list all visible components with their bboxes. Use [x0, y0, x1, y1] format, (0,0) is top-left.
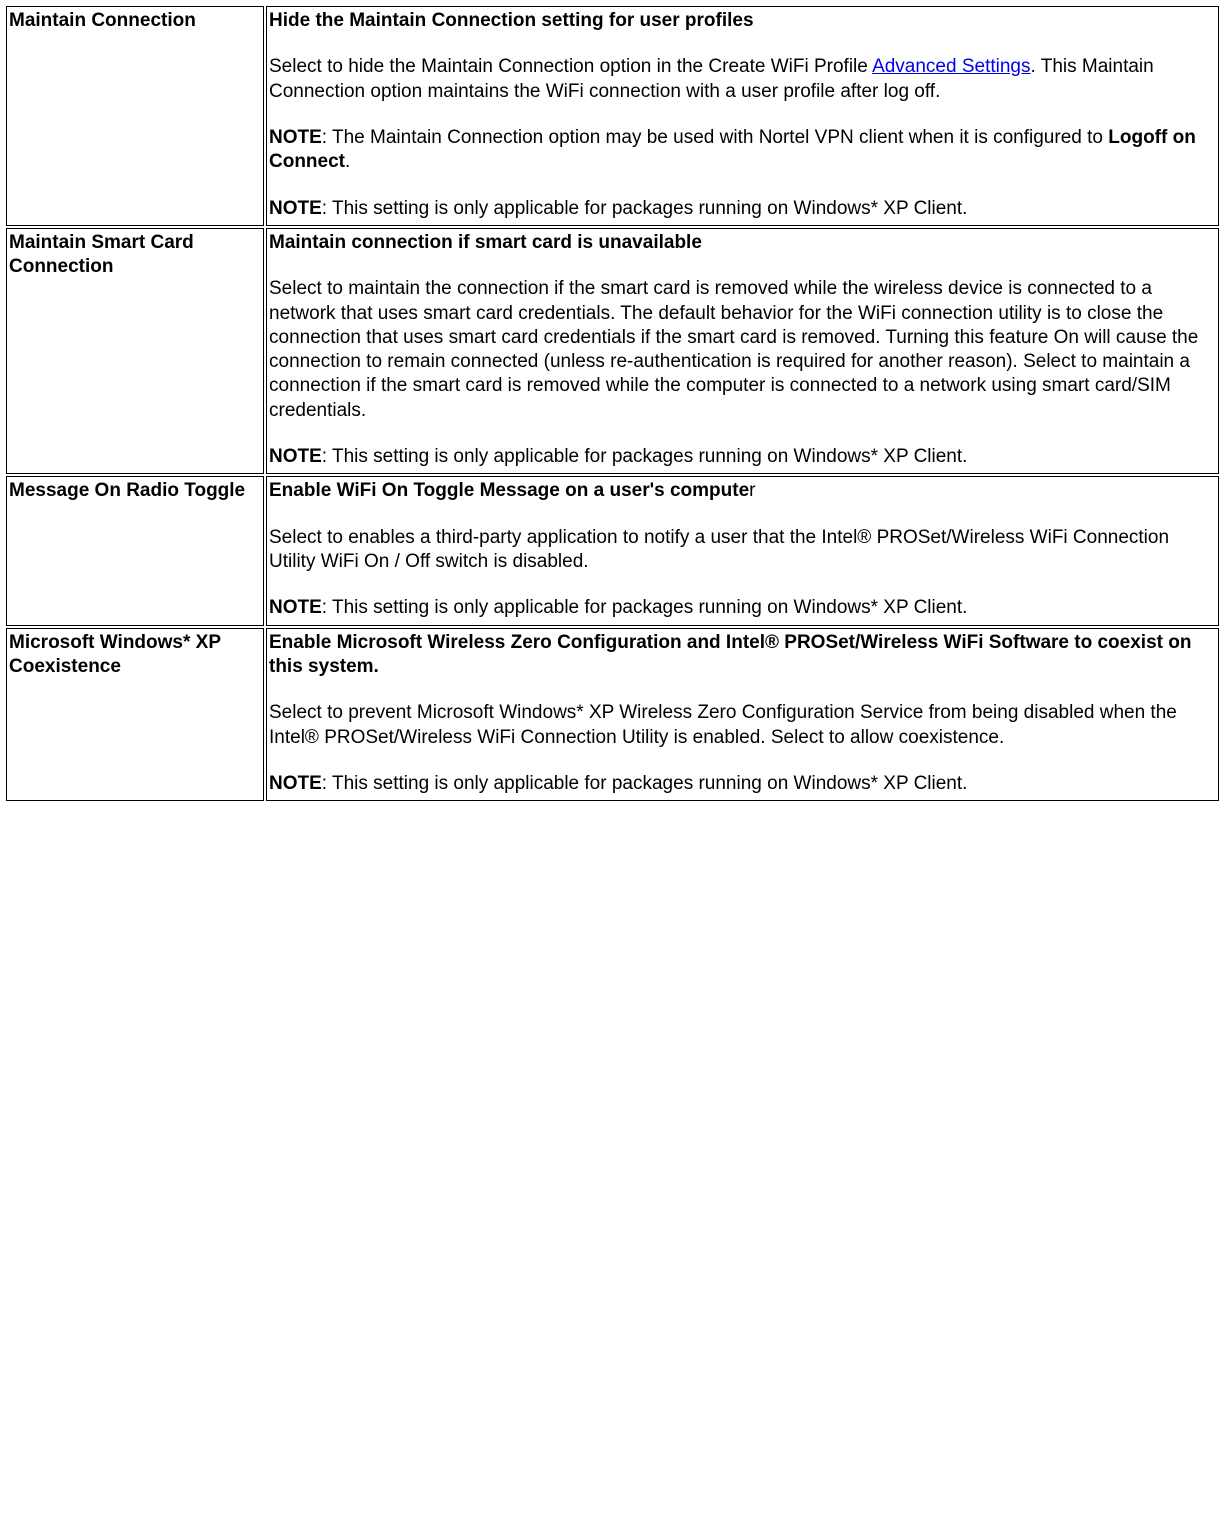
setting-heading: Hide the Maintain Connection setting for…: [269, 10, 754, 31]
body-pre-link: Select to hide the Maintain Connection o…: [269, 56, 872, 77]
settings-table: Maintain Connection Hide the Maintain Co…: [4, 4, 1221, 803]
table-row: Maintain Connection Hide the Maintain Co…: [6, 6, 1219, 226]
note-body: : This setting is only applicable for pa…: [322, 773, 968, 794]
setting-heading: Enable WiFi On Toggle Message on a user'…: [269, 480, 749, 501]
note-body: : This setting is only applicable for pa…: [322, 446, 968, 467]
setting-name-cell: Maintain Connection: [6, 6, 264, 226]
setting-description-cell: Enable WiFi On Toggle Message on a user'…: [266, 476, 1219, 625]
table-row: Maintain Smart Card Connection Maintain …: [6, 228, 1219, 475]
note-body: : This setting is only applicable for pa…: [322, 597, 968, 618]
setting-heading: Maintain connection if smart card is una…: [269, 232, 702, 253]
setting-description-cell: Enable Microsoft Wireless Zero Configura…: [266, 628, 1219, 802]
advanced-settings-link[interactable]: Advanced Settings: [872, 56, 1030, 77]
setting-body: Select to maintain the connection if the…: [269, 277, 1216, 423]
note-label: NOTE: [269, 127, 322, 148]
setting-body: Select to hide the Maintain Connection o…: [269, 55, 1216, 104]
setting-extra-note: NOTE: The Maintain Connection option may…: [269, 126, 1216, 175]
note-label: NOTE: [269, 198, 322, 219]
setting-note: NOTE: This setting is only applicable fo…: [269, 772, 1216, 796]
note-label: NOTE: [269, 773, 322, 794]
setting-heading-trailing: r: [749, 480, 755, 501]
setting-body: Select to prevent Microsoft Windows* XP …: [269, 701, 1216, 750]
note-label: NOTE: [269, 597, 322, 618]
setting-note: NOTE: This setting is only applicable fo…: [269, 445, 1216, 469]
setting-name: Message On Radio Toggle: [9, 480, 245, 501]
extra-note-body: : The Maintain Connection option may be …: [322, 127, 1108, 148]
setting-name: Maintain Connection: [9, 10, 196, 31]
table-row: Message On Radio Toggle Enable WiFi On T…: [6, 476, 1219, 625]
note-body: : This setting is only applicable for pa…: [322, 198, 968, 219]
setting-description-cell: Hide the Maintain Connection setting for…: [266, 6, 1219, 226]
setting-name: Microsoft Windows* XP Coexistence: [9, 632, 221, 677]
setting-note: NOTE: This setting is only applicable fo…: [269, 596, 1216, 620]
setting-name-cell: Maintain Smart Card Connection: [6, 228, 264, 475]
setting-description-cell: Maintain connection if smart card is una…: [266, 228, 1219, 475]
setting-heading: Enable Microsoft Wireless Zero Configura…: [269, 632, 1191, 677]
setting-name: Maintain Smart Card Connection: [9, 232, 194, 277]
setting-name-cell: Message On Radio Toggle: [6, 476, 264, 625]
setting-body: Select to enables a third-party applicat…: [269, 526, 1216, 575]
extra-note-post: .: [345, 151, 350, 172]
table-row: Microsoft Windows* XP Coexistence Enable…: [6, 628, 1219, 802]
note-label: NOTE: [269, 446, 322, 467]
setting-name-cell: Microsoft Windows* XP Coexistence: [6, 628, 264, 802]
setting-note: NOTE: This setting is only applicable fo…: [269, 197, 1216, 221]
